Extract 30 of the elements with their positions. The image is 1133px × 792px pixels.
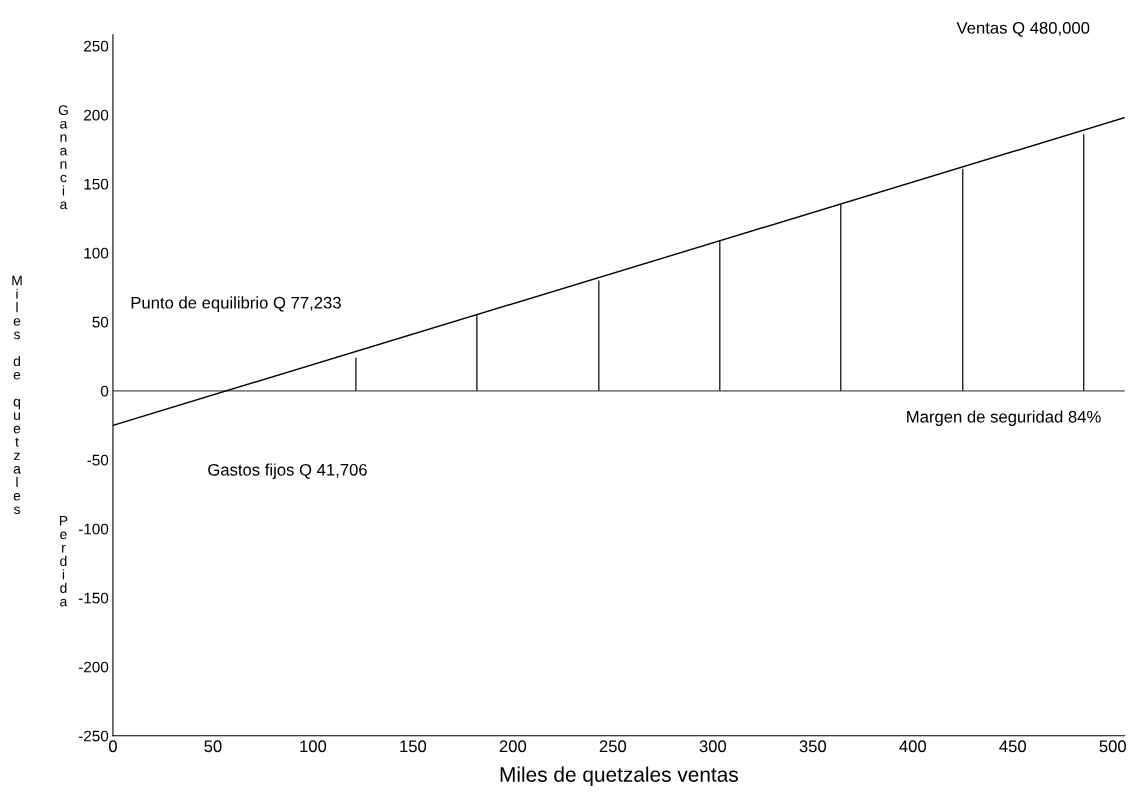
x-tick-label: 200 <box>499 740 527 753</box>
x-tick-label: 500 <box>1099 740 1126 753</box>
y-tick-label: -50 <box>87 454 109 466</box>
x-tick-label: 50 <box>204 740 222 753</box>
x-tick-label: 0 <box>108 740 117 753</box>
x-axis-title: Miles de quetzales ventas <box>500 766 738 786</box>
annotation: Ventas Q 480,000 <box>956 21 1090 37</box>
x-tick-label: 400 <box>899 740 927 753</box>
text: Miles de quetzales <box>12 275 22 515</box>
text: Ganancia <box>58 105 68 210</box>
y-tick-label: 200 <box>84 109 109 121</box>
y-tick-label: 150 <box>84 178 109 190</box>
annotation: Margen de seguridad 84% <box>907 410 1101 426</box>
x-tick-label: 350 <box>799 740 827 753</box>
y-tick-label: -200 <box>78 661 109 673</box>
y-tick-label: 250 <box>84 40 109 52</box>
x-tick-label: 100 <box>300 740 327 753</box>
y-tick-label: -250 <box>78 730 109 742</box>
annotation: Gastos fijos Q 41,706 <box>208 463 367 480</box>
annotation: Punto de equilibrio Q 77,233 <box>131 296 341 312</box>
x-tick-label: 450 <box>999 740 1027 753</box>
text: Perdida <box>59 516 68 607</box>
x-tick-label: 150 <box>400 740 427 753</box>
y-tick-label: 0 <box>100 385 109 397</box>
x-tick-label: 250 <box>599 740 627 753</box>
y-tick-label: 50 <box>92 316 109 328</box>
y-tick-label: 100 <box>84 247 109 259</box>
x-tick-label: 300 <box>699 740 727 753</box>
y-tick-label: -150 <box>78 592 109 604</box>
y-tick-label: -100 <box>78 523 109 535</box>
